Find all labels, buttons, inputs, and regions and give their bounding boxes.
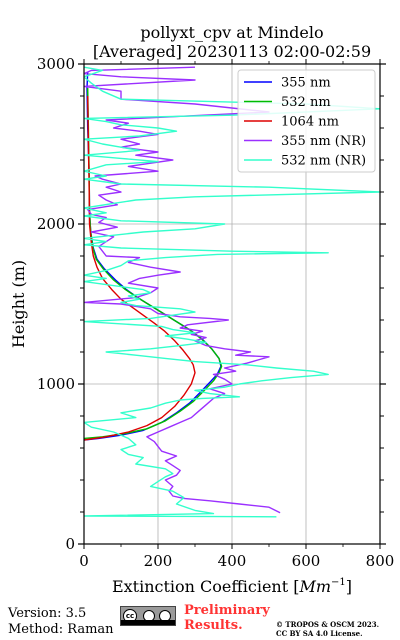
x-tick-label: 0 — [79, 552, 89, 570]
legend-entries: 355 nm 532 nm 1064 nm 355 nm (NR) 532 nm (NR… — [244, 76, 366, 169]
copyright-line1: © TROPOS & OSCM 2023. — [276, 620, 380, 629]
x-tick-label: 800 — [366, 552, 395, 570]
series-line-2 — [84, 95, 196, 441]
legend-label: 1064 nm — [281, 115, 339, 130]
series-line-4 — [84, 66, 380, 518]
x-tick-label: 200 — [144, 552, 173, 570]
x-tick-label: 400 — [218, 552, 247, 570]
series-lines — [84, 66, 380, 518]
legend-label: 532 nm — [281, 95, 331, 110]
y-axis-label: Height (m) — [9, 260, 28, 348]
version-text: Version: 3.5 — [8, 606, 87, 621]
x-tick-labels: 0 200 400 600 800 — [79, 552, 394, 570]
license-strip — [121, 620, 175, 625]
method-text: Method: Raman — [8, 622, 114, 637]
preliminary-line2: Results. — [184, 618, 243, 633]
extinction-profile-chart: pollyxt_cpv at Mindelo [Averaged] 202301… — [9, 23, 394, 596]
legend-label: 532 nm (NR) — [281, 154, 366, 169]
preliminary-notice: Preliminary Results. — [184, 603, 270, 633]
legend: 355 nm 532 nm 1064 nm 355 nm (NR) 532 nm (NR… — [237, 69, 376, 173]
legend-label: 355 nm — [281, 76, 331, 91]
copyright-line2: CC BY SA 4.0 License. — [276, 629, 363, 638]
y-tick-label: 1000 — [37, 375, 75, 393]
preliminary-line1: Preliminary — [184, 603, 270, 618]
y-tick-label: 0 — [65, 535, 75, 553]
series-line-1 — [84, 87, 223, 440]
chart-title-line2: [Averaged] 20230113 02:00-02:59 — [93, 42, 371, 61]
legend-box — [237, 69, 376, 173]
axis-ticks — [78, 59, 386, 549]
copyright-notice: © TROPOS & OSCM 2023. CC BY SA 4.0 Licen… — [276, 620, 379, 638]
y-tick-label: 2000 — [37, 215, 75, 233]
y-tick-labels: 0 1000 2000 3000 — [37, 55, 75, 553]
cc-by-sa-icon: cc — [120, 606, 176, 626]
x-axis-label: Extinction Coefficient [Mm−1] — [112, 577, 352, 596]
legend-label: 355 nm (NR) — [281, 134, 366, 149]
x-tick-label: 600 — [292, 552, 321, 570]
y-tick-label: 3000 — [37, 55, 75, 73]
chart-title-line1: pollyxt_cpv at Mindelo — [140, 23, 323, 42]
